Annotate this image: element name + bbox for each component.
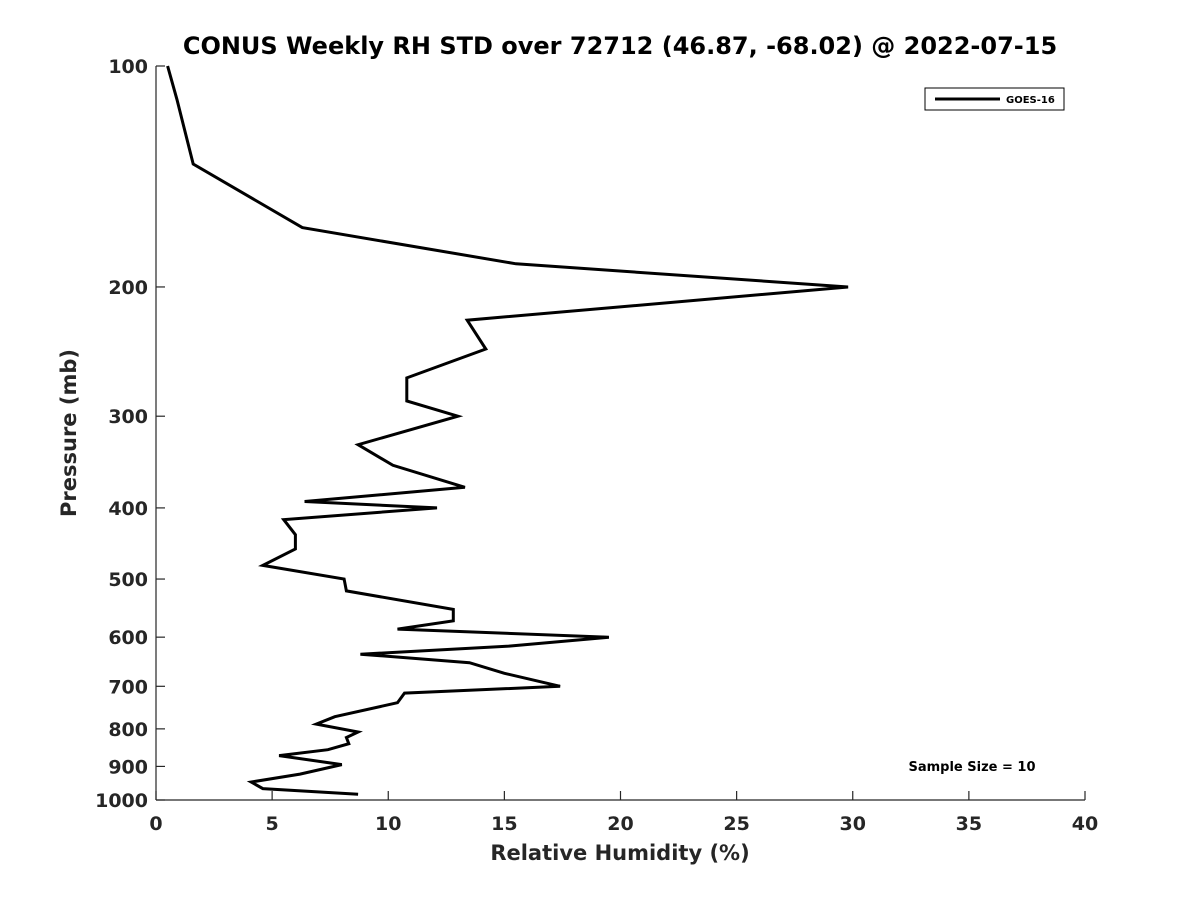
y-axis-label: Pressure (mb) — [57, 349, 81, 517]
legend: GOES-16 — [924, 87, 1065, 111]
y-tick-label: 600 — [108, 627, 148, 649]
y-tick-label: 900 — [108, 756, 148, 778]
legend-entry-goes-16: GOES-16 — [1006, 95, 1055, 106]
chart-title: CONUS Weekly RH STD over 72712 (46.87, -… — [183, 32, 1057, 60]
y-tick-label: 1000 — [95, 790, 148, 812]
x-tick-label: 30 — [840, 813, 866, 835]
x-tick-label: 35 — [956, 813, 982, 835]
y-tick-label: 500 — [108, 569, 148, 591]
x-tick-label: 20 — [607, 813, 633, 835]
x-tick-label: 0 — [149, 813, 162, 835]
y-tick-label: 700 — [108, 676, 148, 698]
plot-area — [155, 65, 1085, 801]
axis-ticks: 0 5 10 15 20 25 30 35 40 100 200 300 400 500 600 700 800… — [95, 56, 1098, 835]
y-tick-label: 400 — [108, 498, 148, 520]
x-tick-label: 5 — [266, 813, 279, 835]
x-tick-label: 10 — [375, 813, 401, 835]
x-axis-label: Relative Humidity (%) — [490, 841, 749, 865]
y-tick-label: 800 — [108, 719, 148, 741]
y-tick-label: 200 — [108, 277, 148, 299]
x-tick-label: 25 — [723, 813, 749, 835]
sample-size-annotation: Sample Size = 10 — [908, 760, 1035, 775]
x-tick-label: 15 — [491, 813, 517, 835]
y-tick-label: 100 — [108, 56, 148, 78]
y-tick-label: 300 — [108, 406, 148, 428]
series-line-goes-16 — [166, 65, 849, 796]
x-tick-label: 40 — [1072, 813, 1098, 835]
